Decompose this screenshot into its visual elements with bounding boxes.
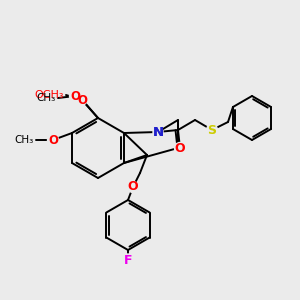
Text: N: N [152,125,164,139]
Text: CH₃: CH₃ [15,135,34,145]
Circle shape [153,127,163,137]
Text: O: O [48,134,58,146]
Text: N: N [152,125,164,139]
Circle shape [122,254,134,266]
Text: O: O [128,181,138,194]
Text: S: S [208,124,217,136]
Text: F: F [124,254,132,266]
Text: OCH₃: OCH₃ [34,90,64,100]
Circle shape [70,91,80,101]
Text: O: O [77,94,87,106]
Circle shape [128,182,139,193]
Text: O: O [70,89,80,103]
Circle shape [47,134,58,146]
Circle shape [77,95,87,105]
Circle shape [175,142,185,154]
Text: CH₃: CH₃ [37,93,56,103]
Text: O: O [175,142,185,154]
Circle shape [206,124,218,136]
